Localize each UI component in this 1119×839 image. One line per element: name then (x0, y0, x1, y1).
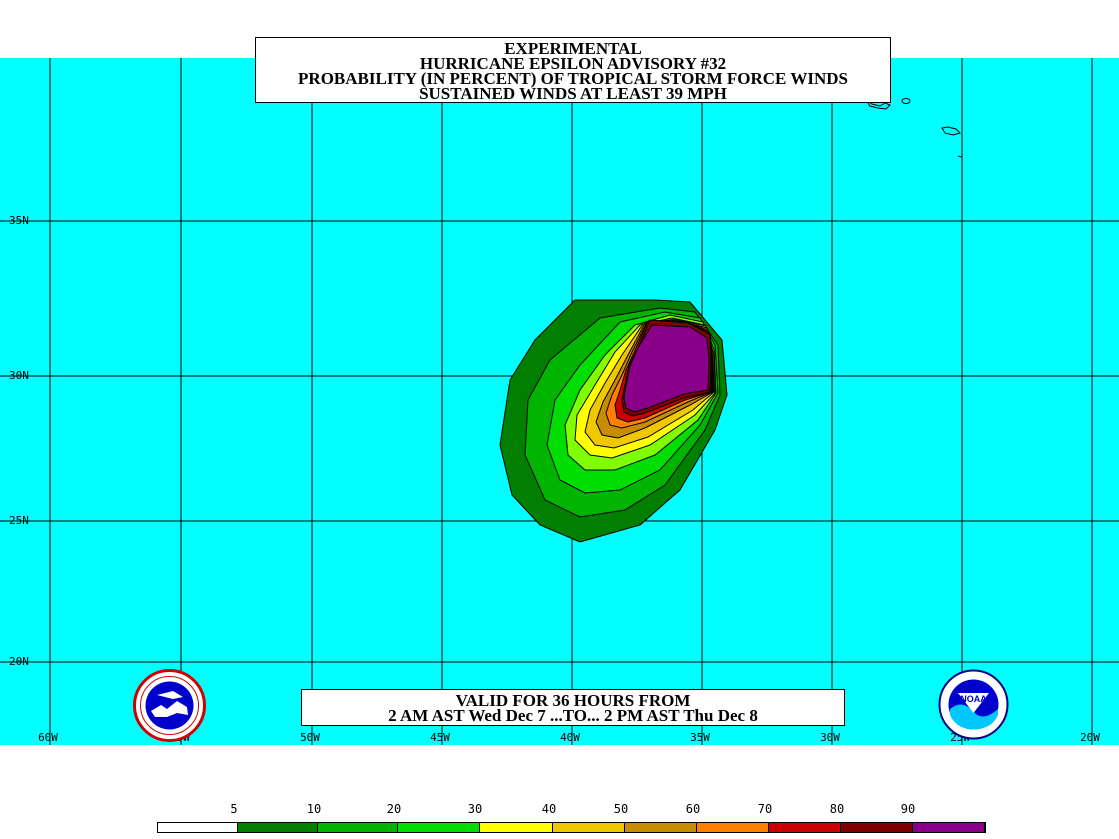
lat-label-20n: 20N (9, 655, 29, 668)
legend-swatch (625, 823, 697, 832)
legend-swatch (398, 823, 480, 832)
lat-label-30n: 30N (9, 369, 29, 382)
legend-swatch (158, 823, 238, 832)
legend-label-10: 10 (306, 802, 322, 816)
legend-swatch (318, 823, 398, 832)
nws-logo-icon (133, 669, 206, 742)
title-line-4: SUSTAINED WINDS AT LEAST 39 MPH (419, 84, 727, 103)
lon-label-60w: 60W (38, 731, 58, 744)
valid-period-box: VALID FOR 36 HOURS FROM 2 AM AST Wed Dec… (301, 689, 845, 726)
lon-label-50w: 50W (300, 731, 320, 744)
noaa-logo-icon: NOAA (938, 669, 1009, 740)
title-box: EXPERIMENTAL HURRICANE EPSILON ADVISORY … (255, 37, 891, 103)
wind-probability-contours (499, 299, 728, 543)
legend-swatch (841, 823, 913, 832)
legend-label-80: 80 (829, 802, 845, 816)
title-line-1: EXPERIMENTAL (504, 39, 642, 58)
title-line-2: HURRICANE EPSILON ADVISORY #32 (419, 54, 727, 73)
lon-label-20w: 20W (1080, 731, 1100, 744)
legend-label-90: 90 (900, 802, 916, 816)
lon-label-35w: 35W (690, 731, 710, 744)
lon-label-45w: 45W (430, 731, 450, 744)
lon-label-40w: 40W (560, 731, 580, 744)
noaa-logo-text: NOAA (960, 694, 987, 704)
legend-swatch (553, 823, 625, 832)
azores-islands (865, 98, 963, 158)
valid-line-1: VALID FOR 36 HOURS FROM (455, 691, 691, 710)
legend-label-50: 50 (613, 802, 629, 816)
legend-swatch (769, 823, 841, 832)
legend-label-60: 60 (685, 802, 701, 816)
valid-line-2: 2 AM AST Wed Dec 7 ...TO... 2 PM AST Thu… (388, 706, 758, 725)
legend-label-70: 70 (757, 802, 773, 816)
legend-swatch (913, 823, 985, 832)
legend-label-40: 40 (541, 802, 557, 816)
lon-label-30w: 30W (820, 731, 840, 744)
legend-color-bar (157, 822, 986, 833)
legend-label-5: 5 (230, 802, 238, 816)
lat-label-25n: 25N (9, 514, 29, 527)
title-line-3: PROBABILITY (IN PERCENT) OF TROPICAL STO… (298, 69, 848, 88)
legend-swatch (697, 823, 769, 832)
legend-label-20: 20 (386, 802, 402, 816)
contour-highest (623, 324, 710, 413)
lat-label-35n: 35N (9, 214, 29, 227)
legend-swatch (480, 823, 553, 832)
legend-label-30: 30 (467, 802, 483, 816)
legend-swatch (238, 823, 318, 832)
